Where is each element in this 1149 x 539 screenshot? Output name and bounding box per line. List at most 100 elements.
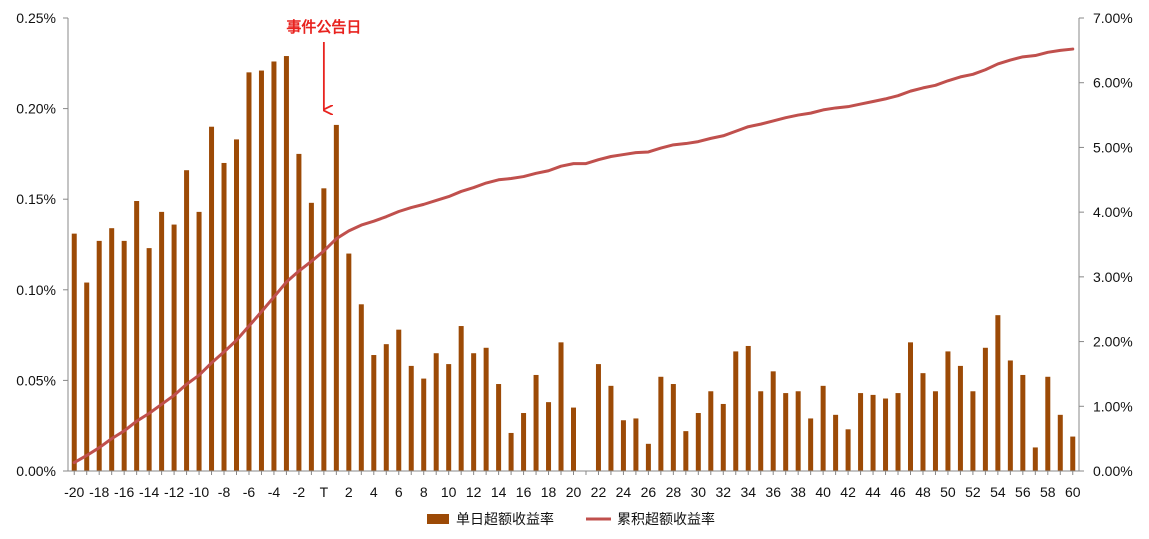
x-tick-label: 6 [395, 484, 403, 500]
bar-11 [458, 326, 464, 471]
bar-45 [883, 398, 889, 471]
bar-57 [1032, 447, 1038, 471]
bar--13 [159, 211, 165, 471]
x-tick-label: 54 [990, 484, 1006, 500]
legend-bar-label: 单日超额收益率 [456, 511, 554, 527]
x-tick-label: 14 [491, 484, 507, 500]
bar-51 [957, 365, 963, 471]
line-series-cumulative-excess [72, 47, 1075, 465]
bar-53 [982, 347, 988, 471]
bar-40 [820, 385, 826, 471]
bar-31 [708, 391, 714, 471]
left-tick-label: 0.25% [16, 10, 56, 26]
bar-35 [758, 391, 764, 471]
x-tick-label: 34 [740, 484, 756, 500]
right-tick-label: 6.00% [1093, 75, 1133, 91]
bar-50 [945, 351, 951, 471]
right-tick-label: 7.00% [1093, 10, 1133, 26]
bar-43 [858, 393, 864, 471]
bar-10 [446, 364, 452, 471]
x-tick-label: 60 [1065, 484, 1081, 500]
bar--14 [146, 248, 152, 471]
x-tick-label: 46 [890, 484, 906, 500]
bar-8 [421, 378, 427, 471]
x-tick-label: -4 [268, 484, 281, 500]
bar-58 [1045, 376, 1051, 471]
bar--18 [96, 240, 102, 471]
x-tick-label: 10 [441, 484, 457, 500]
bar-33 [733, 351, 739, 471]
right-tick-label: 1.00% [1093, 398, 1133, 414]
bar-28 [670, 384, 676, 471]
bar-60 [1070, 436, 1076, 471]
bar-3 [358, 304, 364, 471]
bar-14 [496, 384, 502, 471]
bar-41 [833, 414, 839, 471]
bar--9 [209, 126, 215, 471]
bar-42 [845, 429, 851, 471]
bar-49 [932, 391, 938, 471]
bar--4 [271, 61, 277, 472]
bar-59 [1057, 414, 1063, 471]
x-tick-label: 8 [420, 484, 428, 500]
bar-17 [533, 374, 539, 471]
x-tick-label: 26 [641, 484, 657, 500]
bar-24 [620, 420, 626, 471]
bar-26 [645, 443, 651, 471]
x-tick-label: -10 [189, 484, 209, 500]
x-tick-label: 20 [566, 484, 582, 500]
bar-34 [745, 345, 751, 471]
bar-7 [408, 365, 414, 471]
x-tick-label: -2 [293, 484, 306, 500]
x-tick-label: 52 [965, 484, 981, 500]
bar-23 [608, 385, 614, 471]
bar--11 [184, 170, 190, 471]
left-tick-label: 0.00% [16, 463, 56, 479]
bar-38 [795, 391, 801, 471]
x-tick-label: 48 [915, 484, 931, 500]
bar-32 [720, 403, 726, 471]
bar-36 [770, 371, 776, 471]
x-tick-label: 36 [765, 484, 781, 500]
x-tick-label: 38 [790, 484, 806, 500]
bar--6 [246, 72, 252, 472]
x-tick-label: 2 [345, 484, 353, 500]
x-tick-label: 28 [666, 484, 682, 500]
x-tick-label: 18 [541, 484, 557, 500]
right-tick-label: 2.00% [1093, 334, 1133, 350]
right-tick-label: 0.00% [1093, 463, 1133, 479]
bar--12 [171, 224, 177, 471]
bar--10 [196, 211, 202, 471]
bar-6 [396, 329, 402, 471]
x-tick-label: 32 [715, 484, 731, 500]
x-tick-label: -16 [114, 484, 134, 500]
right-tick-label: 3.00% [1093, 269, 1133, 285]
bar-18 [546, 402, 552, 471]
bar-20 [571, 407, 576, 471]
x-tick-label: 22 [591, 484, 607, 500]
bar-19 [558, 342, 564, 471]
x-tick-label: -20 [64, 484, 84, 500]
bar--19 [84, 282, 90, 471]
bar--20 [71, 233, 77, 471]
x-tick-label: 4 [370, 484, 378, 500]
bar--8 [221, 162, 227, 471]
bar-56 [1020, 374, 1026, 471]
bar-12 [471, 353, 477, 471]
bar-16 [521, 413, 527, 471]
bar-39 [808, 418, 814, 471]
bar-1 [333, 124, 339, 471]
x-tick-label: -14 [139, 484, 159, 500]
legend-line-label: 累积超额收益率 [617, 511, 715, 527]
x-tick-label: -12 [164, 484, 184, 500]
x-tick-label: -6 [243, 484, 256, 500]
bar-52 [970, 391, 976, 471]
cumulative-line [72, 47, 1075, 465]
bar-T [321, 188, 327, 471]
bar-13 [483, 347, 489, 471]
annotation-label: 事件公告日 [286, 18, 361, 36]
bar-2 [346, 253, 352, 471]
axes: 0.00% 0.05% 0.10% 0.15% 0.20% 0.25% 0.00% 1.00%… [16, 10, 1132, 500]
right-tick-label: 5.00% [1093, 139, 1133, 155]
